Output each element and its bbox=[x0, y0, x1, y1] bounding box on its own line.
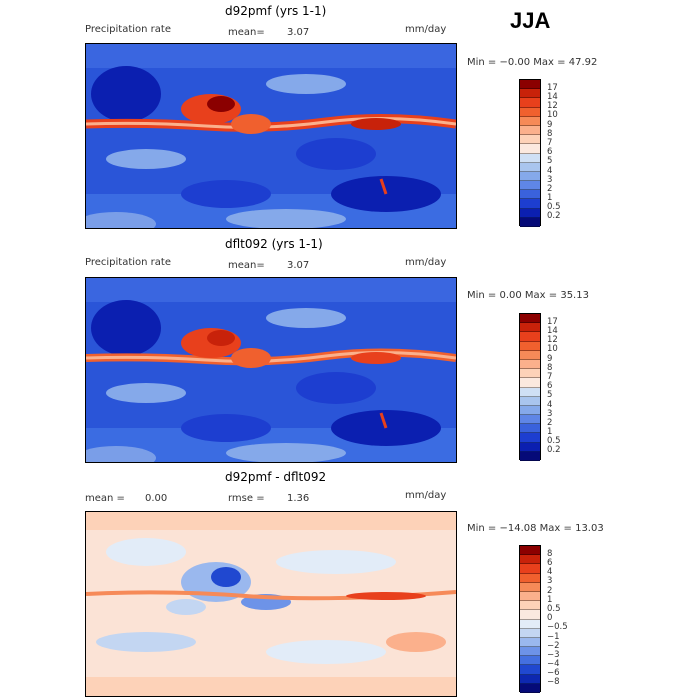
map-field bbox=[86, 44, 456, 228]
panel-title: d92pmf (yrs 1-1) bbox=[225, 4, 327, 18]
colorbar-tick: 12 bbox=[547, 335, 558, 345]
colorbar-tick: 6 bbox=[547, 558, 553, 568]
colorbar-tick: 0.5 bbox=[547, 202, 561, 212]
colorbar-tick: 9 bbox=[547, 354, 553, 364]
colorbar-tick: 2 bbox=[547, 184, 553, 194]
mean-label: mean= bbox=[228, 260, 265, 271]
colorbar-tick: 4 bbox=[547, 567, 553, 577]
colorbar-tick: 0 bbox=[547, 613, 553, 623]
colorbar-tick: 4 bbox=[547, 166, 553, 176]
mean-value: 3.07 bbox=[287, 260, 310, 271]
colorbar-tick: 8 bbox=[547, 363, 553, 373]
units-label: mm/day bbox=[405, 490, 447, 501]
variable-label: Precipitation rate bbox=[85, 257, 171, 268]
colorbar-tick: −4 bbox=[547, 659, 560, 669]
colorbar-tick: 8 bbox=[547, 129, 553, 139]
colorbar-tick: −0.5 bbox=[547, 622, 568, 632]
colorbar-tick: 2 bbox=[547, 586, 553, 596]
colorbar bbox=[519, 545, 541, 693]
difference-map bbox=[85, 511, 457, 697]
minmax-label: Min = −14.08 Max = 13.03 bbox=[467, 523, 604, 534]
colorbar-tick: −3 bbox=[547, 650, 560, 660]
colorbar-tick: 10 bbox=[547, 110, 558, 120]
variable-label: Precipitation rate bbox=[85, 24, 171, 35]
colorbar-tick: 1 bbox=[547, 427, 553, 437]
mean-value: 0.00 bbox=[145, 493, 168, 504]
colorbar-tick: −6 bbox=[547, 668, 560, 678]
minmax-label: Min = 0.00 Max = 35.13 bbox=[467, 290, 589, 301]
colorbar-tick: 3 bbox=[547, 576, 553, 586]
colorbar-tick: 6 bbox=[547, 381, 553, 391]
minmax-label: Min = −0.00 Max = 47.92 bbox=[467, 57, 598, 68]
colorbar-tick: 2 bbox=[547, 418, 553, 428]
colorbar-tick: 1 bbox=[547, 193, 553, 203]
units-label: mm/day bbox=[405, 257, 447, 268]
colorbar-tick: −8 bbox=[547, 677, 560, 687]
colorbar-tick: 14 bbox=[547, 92, 558, 102]
colorbar-tick: 7 bbox=[547, 138, 553, 148]
precip-map bbox=[85, 277, 457, 463]
precip-map bbox=[85, 43, 457, 229]
colorbar-tick: 0.5 bbox=[547, 436, 561, 446]
mean-value: 3.07 bbox=[287, 27, 310, 38]
colorbar-tick: 0.5 bbox=[547, 604, 561, 614]
mean-label: mean = bbox=[85, 493, 125, 504]
colorbar-tick: 0.2 bbox=[547, 211, 561, 221]
colorbar-tick: 3 bbox=[547, 175, 553, 185]
colorbar-tick: 7 bbox=[547, 372, 553, 382]
colorbar-tick: 6 bbox=[547, 147, 553, 157]
colorbar-tick: 5 bbox=[547, 390, 553, 400]
colorbar-tick: −1 bbox=[547, 632, 560, 642]
panel-title: dflt092 (yrs 1-1) bbox=[225, 237, 323, 251]
rmse-label: rmse = bbox=[228, 493, 265, 504]
colorbar-tick: 14 bbox=[547, 326, 558, 336]
map-field bbox=[86, 278, 456, 462]
map-field bbox=[86, 512, 456, 696]
colorbar-tick: 9 bbox=[547, 120, 553, 130]
colorbar-tick: 4 bbox=[547, 400, 553, 410]
colorbar-tick: 17 bbox=[547, 317, 558, 327]
colorbar bbox=[519, 313, 541, 461]
colorbar-tick: 1 bbox=[547, 595, 553, 605]
colorbar-tick: 0.2 bbox=[547, 445, 561, 455]
colorbar-tick: 8 bbox=[547, 549, 553, 559]
colorbar-tick: 5 bbox=[547, 156, 553, 166]
colorbar bbox=[519, 79, 541, 227]
mean-label: mean= bbox=[228, 27, 265, 38]
colorbar-tick: 10 bbox=[547, 344, 558, 354]
colorbar-tick: 12 bbox=[547, 101, 558, 111]
units-label: mm/day bbox=[405, 24, 447, 35]
colorbar-tick: −2 bbox=[547, 641, 560, 651]
rmse-value: 1.36 bbox=[287, 493, 310, 504]
colorbar-tick: 17 bbox=[547, 83, 558, 93]
season-label: JJA bbox=[510, 8, 551, 33]
colorbar-tick: 3 bbox=[547, 409, 553, 419]
panel-title: d92pmf - dflt092 bbox=[225, 470, 327, 484]
